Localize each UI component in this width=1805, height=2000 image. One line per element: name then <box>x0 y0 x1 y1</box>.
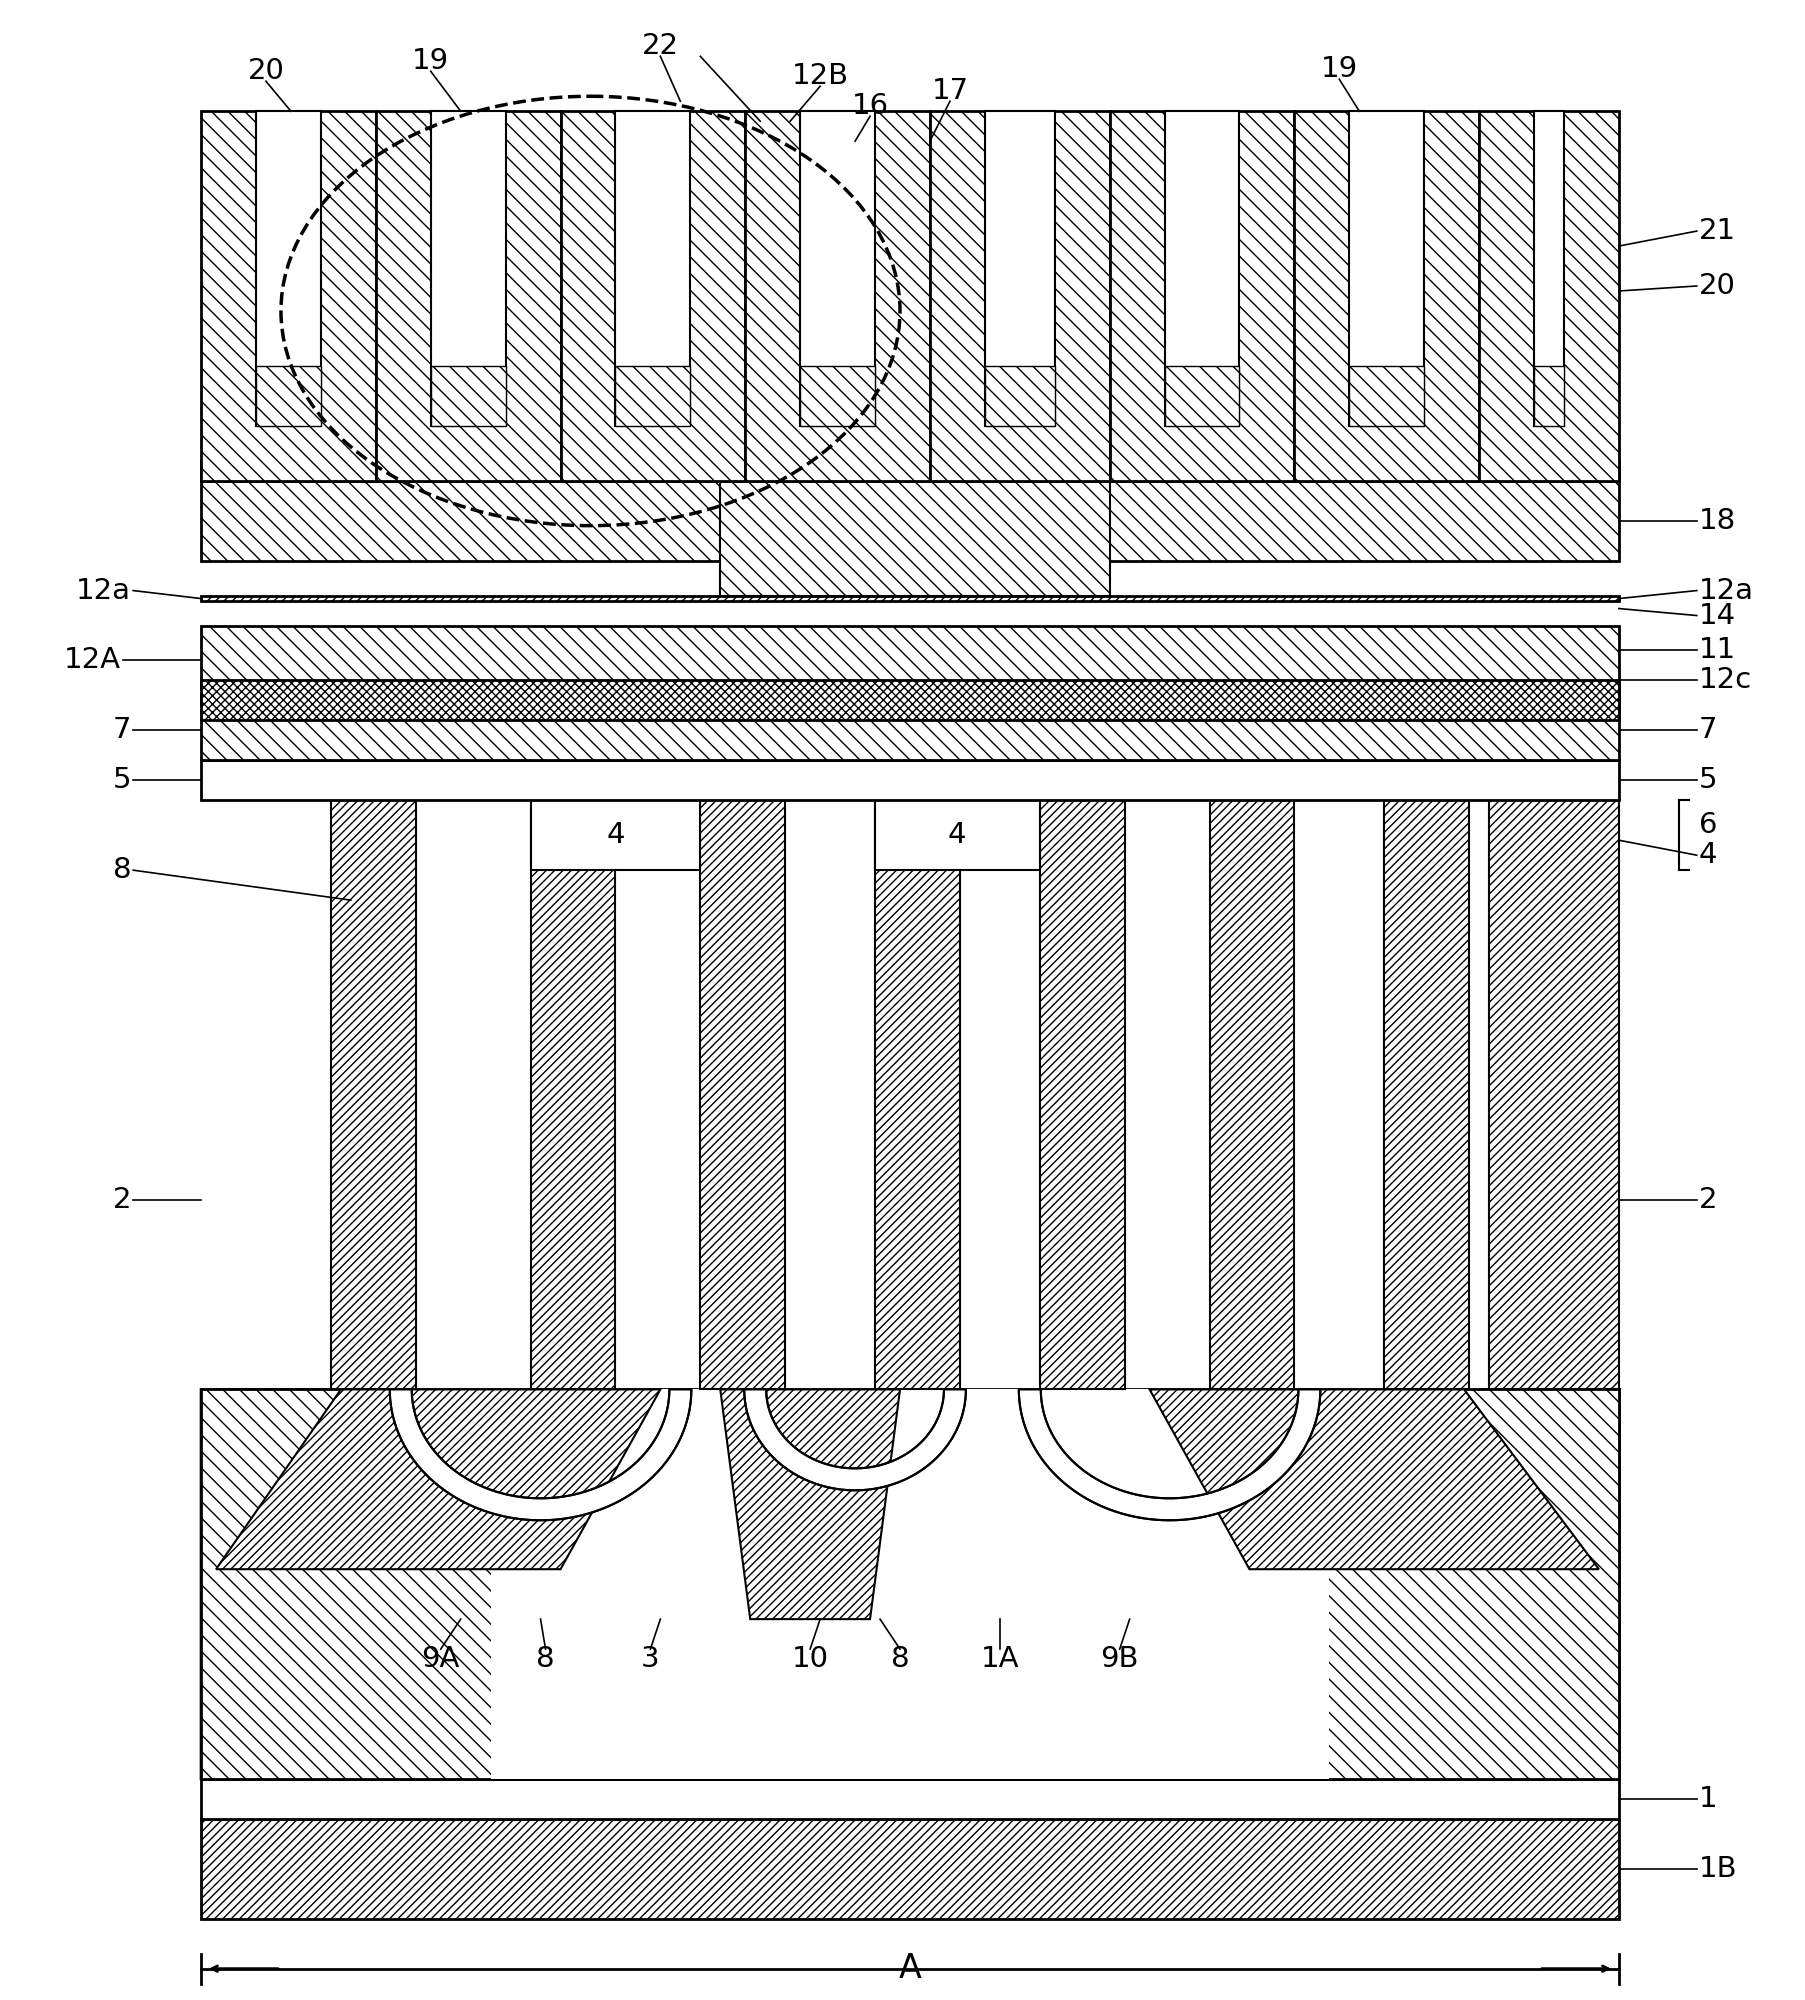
Polygon shape <box>720 1390 899 1620</box>
Text: 20: 20 <box>247 58 283 86</box>
Bar <box>200 112 375 480</box>
Bar <box>200 1818 1617 1918</box>
Text: 16: 16 <box>850 92 888 120</box>
Bar <box>430 112 505 426</box>
Text: 9B: 9B <box>1099 1646 1139 1674</box>
Bar <box>700 800 785 1390</box>
Bar <box>200 596 1617 600</box>
Bar <box>531 800 700 870</box>
Bar <box>430 366 505 426</box>
Bar <box>560 112 745 480</box>
Text: 3: 3 <box>641 1646 659 1674</box>
Polygon shape <box>1328 1390 1617 1778</box>
Bar <box>800 366 875 426</box>
Bar <box>375 112 560 480</box>
Bar <box>616 366 690 426</box>
Text: 9A: 9A <box>421 1646 460 1674</box>
Text: 6: 6 <box>1699 812 1717 840</box>
Text: 17: 17 <box>931 78 967 106</box>
Text: 2: 2 <box>1699 1186 1717 1214</box>
Bar <box>1164 366 1238 426</box>
Text: 4: 4 <box>948 822 966 850</box>
Text: 14: 14 <box>1699 602 1735 630</box>
Bar <box>200 680 1617 720</box>
Bar <box>256 366 321 426</box>
Bar <box>1294 112 1478 480</box>
Bar <box>1532 112 1563 426</box>
Bar <box>531 800 616 1390</box>
Bar <box>1348 112 1424 426</box>
Bar <box>1164 112 1238 426</box>
Bar <box>720 480 1108 596</box>
Text: 22: 22 <box>641 32 679 60</box>
Text: 7: 7 <box>1699 716 1717 744</box>
Bar <box>875 800 960 1390</box>
Bar <box>875 800 1040 870</box>
Bar <box>330 800 415 1390</box>
Bar <box>200 760 1617 800</box>
Text: 12a: 12a <box>76 576 132 604</box>
Text: 4: 4 <box>606 822 625 850</box>
Text: 19: 19 <box>1319 56 1357 84</box>
Bar <box>200 1390 1617 1778</box>
Text: 2: 2 <box>112 1186 132 1214</box>
Bar <box>800 112 875 426</box>
Text: 19: 19 <box>412 48 449 76</box>
Bar <box>1532 366 1563 426</box>
Bar <box>1040 800 1125 1390</box>
Text: A: A <box>899 1952 921 1986</box>
Bar <box>200 480 1617 560</box>
Text: 12a: 12a <box>1699 576 1753 604</box>
Bar <box>1489 800 1617 1390</box>
Text: 5: 5 <box>1699 766 1717 794</box>
Text: 1: 1 <box>1699 1784 1717 1812</box>
Polygon shape <box>1018 1390 1319 1520</box>
Bar <box>745 112 930 480</box>
Bar <box>200 460 1617 480</box>
Bar <box>200 1778 1617 1818</box>
Polygon shape <box>200 1390 491 1778</box>
Text: 1B: 1B <box>1699 1854 1736 1882</box>
Bar <box>1348 366 1424 426</box>
Text: 12B: 12B <box>791 62 848 90</box>
Bar <box>1108 112 1294 480</box>
Text: 20: 20 <box>1699 272 1735 300</box>
Text: 5: 5 <box>112 766 132 794</box>
Text: 1A: 1A <box>980 1646 1018 1674</box>
Text: 7: 7 <box>112 716 132 744</box>
Polygon shape <box>744 1390 966 1490</box>
Bar <box>984 366 1054 426</box>
Bar <box>491 1390 1328 1778</box>
Polygon shape <box>390 1390 691 1520</box>
Polygon shape <box>1150 1390 1597 1570</box>
Bar <box>930 112 1108 480</box>
Text: 8: 8 <box>536 1646 554 1674</box>
Bar <box>200 626 1617 760</box>
Text: 4: 4 <box>1699 842 1717 870</box>
Bar <box>616 112 690 426</box>
Text: 12c: 12c <box>1699 666 1751 694</box>
Text: 18: 18 <box>1699 506 1735 534</box>
Text: 11: 11 <box>1699 636 1735 664</box>
Text: 8: 8 <box>112 856 132 884</box>
Bar <box>1209 800 1294 1390</box>
Text: 12A: 12A <box>65 646 121 674</box>
Bar <box>984 112 1054 426</box>
Text: 10: 10 <box>791 1646 828 1674</box>
Text: 8: 8 <box>890 1646 908 1674</box>
Text: 21: 21 <box>1699 218 1735 246</box>
Bar <box>1478 112 1617 480</box>
Polygon shape <box>217 1390 661 1570</box>
Bar <box>1383 800 1467 1390</box>
Bar <box>256 112 321 426</box>
